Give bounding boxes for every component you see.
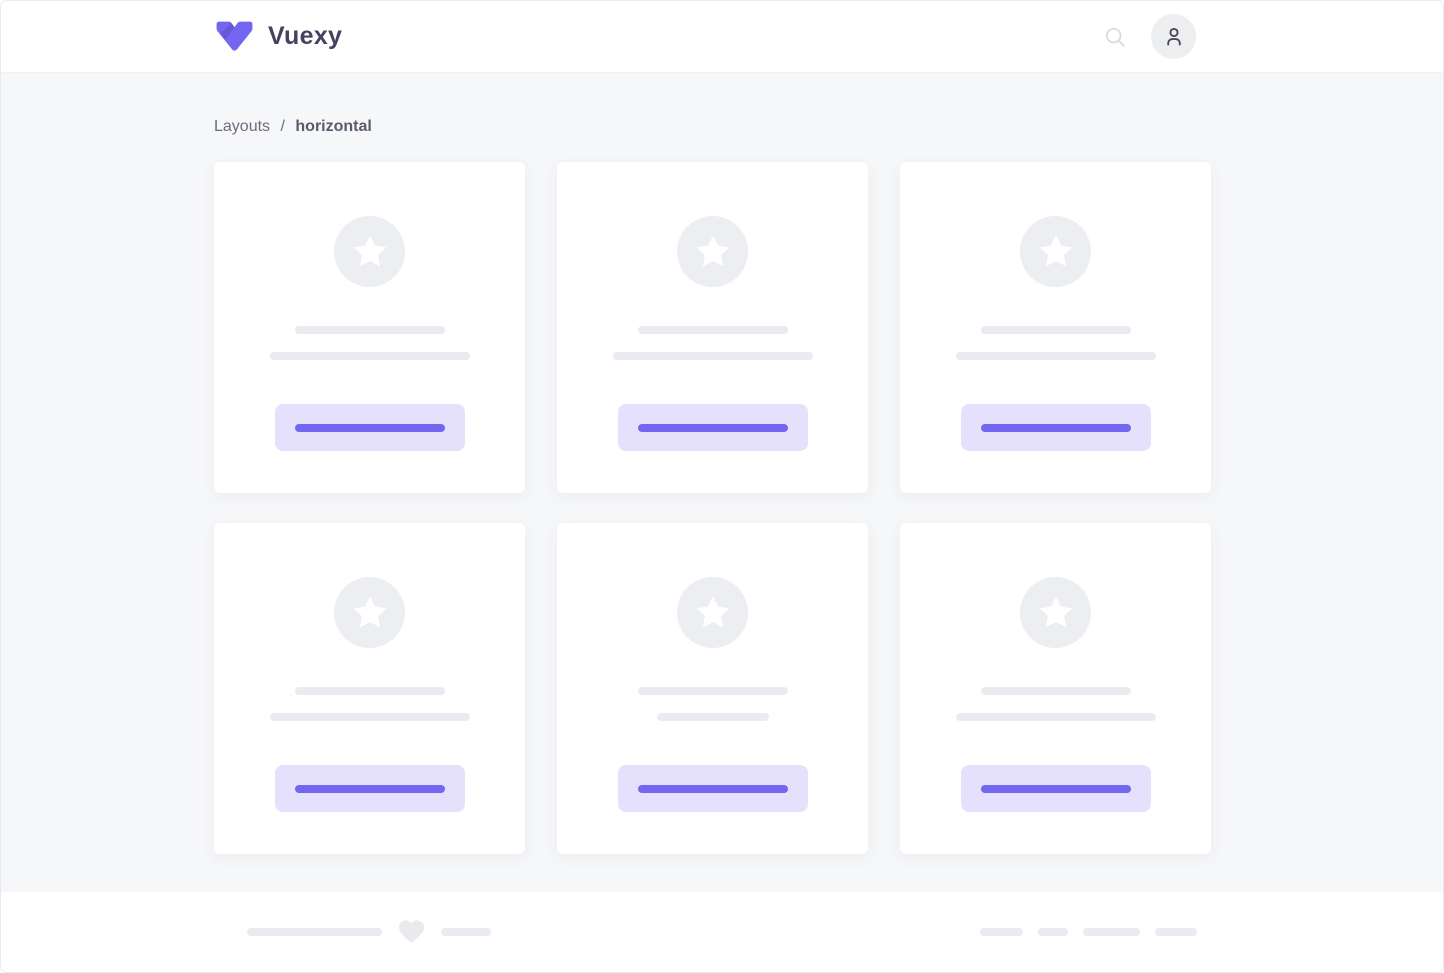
text-line-placeholder xyxy=(294,687,445,695)
text-line-placeholder xyxy=(637,687,788,695)
placeholder-card xyxy=(214,523,525,854)
star-circle-placeholder xyxy=(677,577,748,648)
breadcrumb-current: horizontal xyxy=(295,118,372,135)
heart-icon xyxy=(398,920,425,944)
text-line-placeholder xyxy=(980,326,1131,334)
button-label-placeholder xyxy=(980,784,1131,793)
breadcrumb-separator: / xyxy=(280,118,285,135)
button-label-placeholder xyxy=(980,423,1131,432)
star-icon xyxy=(696,596,729,627)
search-icon[interactable] xyxy=(1103,25,1127,49)
star-icon xyxy=(353,235,386,266)
user-avatar-button[interactable] xyxy=(1151,14,1196,59)
button-placeholder[interactable] xyxy=(274,404,465,451)
footer-link-placeholder xyxy=(1038,928,1068,936)
footer-link-placeholder xyxy=(980,928,1023,936)
placeholder-card xyxy=(557,523,868,854)
text-line-placeholder xyxy=(612,352,813,360)
placeholder-card xyxy=(900,162,1211,493)
button-label-placeholder xyxy=(294,784,445,793)
footer-text-placeholder xyxy=(247,928,382,936)
text-line-placeholder xyxy=(294,326,445,334)
footer-text-placeholder xyxy=(441,928,491,936)
cards-grid xyxy=(214,162,1443,854)
text-line-placeholder xyxy=(269,713,470,721)
content-area: Layouts / horizontal xyxy=(1,73,1443,892)
text-line-placeholder xyxy=(656,713,769,721)
top-navbar: Vuexy xyxy=(1,1,1443,73)
breadcrumb-layouts-link[interactable]: Layouts xyxy=(214,118,271,135)
button-placeholder[interactable] xyxy=(617,765,808,812)
user-icon xyxy=(1166,27,1181,45)
button-placeholder[interactable] xyxy=(274,765,465,812)
text-line-placeholder xyxy=(955,713,1156,721)
placeholder-card xyxy=(214,162,525,493)
page-footer xyxy=(1,892,1443,972)
button-placeholder[interactable] xyxy=(617,404,808,451)
star-icon xyxy=(353,596,386,627)
text-line-placeholder xyxy=(980,687,1131,695)
star-circle-placeholder xyxy=(334,216,405,287)
button-label-placeholder xyxy=(637,784,788,793)
star-circle-placeholder xyxy=(677,216,748,287)
placeholder-card xyxy=(557,162,868,493)
button-label-placeholder xyxy=(294,423,445,432)
footer-right-placeholder xyxy=(980,928,1197,936)
vuexy-logo-icon xyxy=(214,21,255,52)
text-line-placeholder xyxy=(269,352,470,360)
footer-left-placeholder xyxy=(247,920,491,944)
footer-link-placeholder xyxy=(1083,928,1140,936)
button-label-placeholder xyxy=(637,423,788,432)
brand-name: Vuexy xyxy=(268,22,343,50)
star-circle-placeholder xyxy=(334,577,405,648)
button-placeholder[interactable] xyxy=(960,404,1151,451)
breadcrumb: Layouts / horizontal xyxy=(214,118,1443,136)
star-icon xyxy=(1039,596,1072,627)
star-icon xyxy=(1039,235,1072,266)
star-circle-placeholder xyxy=(1020,577,1091,648)
navbar-actions xyxy=(1103,14,1196,59)
footer-link-placeholder xyxy=(1155,928,1197,936)
placeholder-card xyxy=(900,523,1211,854)
button-placeholder[interactable] xyxy=(960,765,1151,812)
star-icon xyxy=(696,235,729,266)
text-line-placeholder xyxy=(955,352,1156,360)
star-circle-placeholder xyxy=(1020,216,1091,287)
text-line-placeholder xyxy=(637,326,788,334)
brand-logo[interactable]: Vuexy xyxy=(214,21,342,52)
